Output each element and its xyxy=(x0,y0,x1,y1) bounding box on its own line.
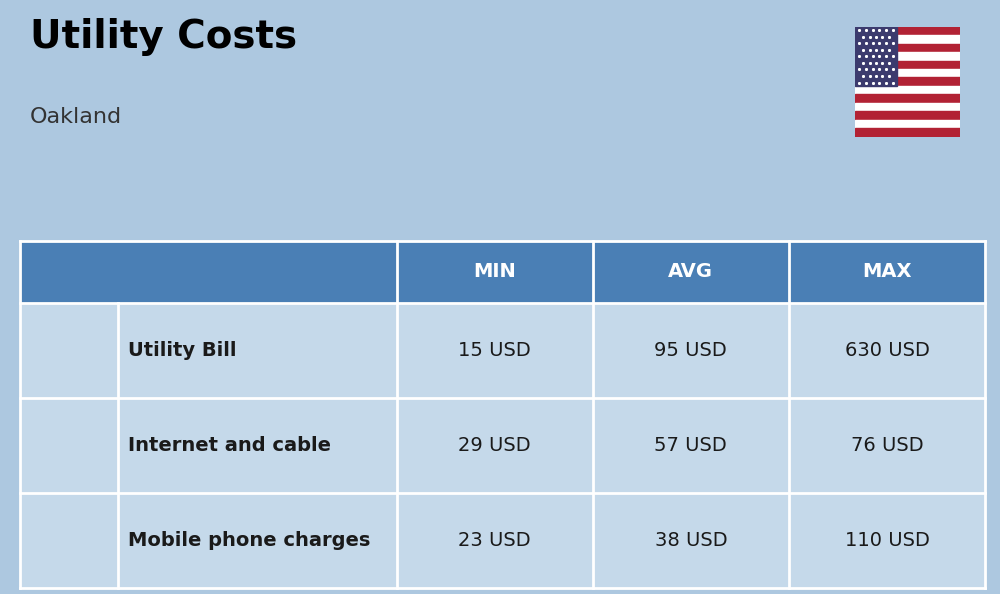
Text: Mobile phone charges: Mobile phone charges xyxy=(128,531,370,550)
Text: MIN: MIN xyxy=(473,263,516,282)
Text: Oakland: Oakland xyxy=(30,107,122,127)
Text: 23 USD: 23 USD xyxy=(458,531,531,550)
Bar xyxy=(855,86,960,94)
Bar xyxy=(855,128,960,137)
Bar xyxy=(855,52,960,61)
Text: 29 USD: 29 USD xyxy=(458,436,531,455)
Text: 57 USD: 57 USD xyxy=(654,436,727,455)
Bar xyxy=(855,77,960,86)
Bar xyxy=(855,69,960,77)
Text: Internet and cable: Internet and cable xyxy=(128,436,331,455)
Bar xyxy=(855,43,960,52)
Bar xyxy=(855,94,960,103)
Bar xyxy=(855,120,960,128)
Bar xyxy=(855,35,960,43)
Bar xyxy=(855,61,960,69)
Text: 630 USD: 630 USD xyxy=(845,341,929,360)
Bar xyxy=(855,103,960,111)
Text: Utility Costs: Utility Costs xyxy=(30,18,297,56)
Text: 15 USD: 15 USD xyxy=(458,341,531,360)
Text: MAX: MAX xyxy=(862,263,912,282)
Text: 95 USD: 95 USD xyxy=(654,341,727,360)
Text: Utility Bill: Utility Bill xyxy=(128,341,237,360)
Text: 110 USD: 110 USD xyxy=(845,531,929,550)
Text: 38 USD: 38 USD xyxy=(655,531,727,550)
Bar xyxy=(20,241,118,303)
Bar xyxy=(855,111,960,120)
Bar xyxy=(855,27,897,86)
Text: AVG: AVG xyxy=(668,263,713,282)
Bar xyxy=(855,27,960,35)
Text: 76 USD: 76 USD xyxy=(851,436,923,455)
